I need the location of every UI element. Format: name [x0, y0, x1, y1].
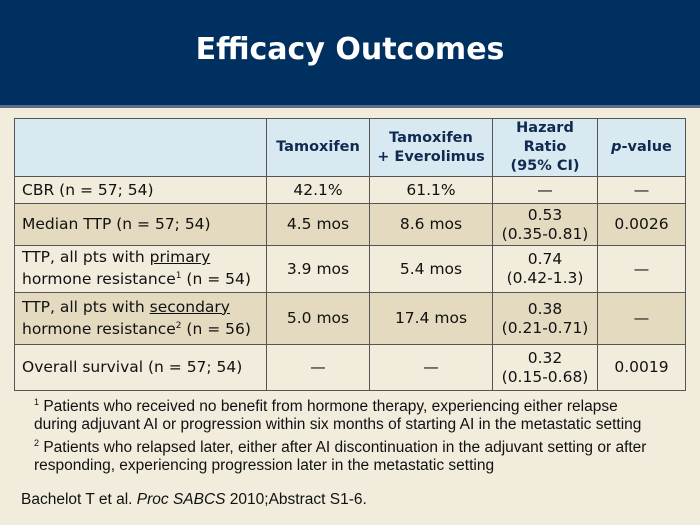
row-label: TTP, all pts with primary hormone resista…	[14, 245, 267, 293]
hr-value: 0.74	[527, 250, 563, 268]
cell-tamoxifen-everolimus: 8.6 mos	[369, 203, 493, 246]
citation-journal: Proc SABCS	[136, 491, 226, 508]
citation-authors: Bachelot T et al.	[21, 491, 137, 508]
label-text: TTP, all pts with	[22, 248, 150, 267]
label-underlined: primary	[149, 248, 211, 267]
citation: Bachelot T et al. Proc SABCS 2010;Abstra…	[21, 491, 367, 509]
cell-tamoxifen-everolimus: —	[369, 344, 493, 391]
hr-ci: (0.15-0.68)	[501, 367, 589, 386]
efficacy-table: Tamoxifen Tamoxifen + Everolimus Hazard Ra…	[14, 118, 686, 391]
cell-tamoxifen: 4.5 mos	[266, 203, 370, 246]
slide-title: Efficacy Outcomes	[195, 32, 505, 67]
header-tamoxifen-everolimus: Tamoxifen + Everolimus	[369, 118, 493, 177]
cell-tamoxifen-everolimus: 5.4 mos	[369, 245, 493, 293]
table-header-row: Tamoxifen Tamoxifen + Everolimus Hazard Ra…	[14, 118, 686, 177]
cell-tamoxifen: 3.9 mos	[266, 245, 370, 293]
footnote-2: 2 Patients who relapsed later, either af…	[34, 434, 654, 475]
cell-tamoxifen: 5.0 mos	[266, 292, 370, 345]
cell-p-value: —	[597, 176, 686, 204]
cell-tamoxifen: —	[266, 344, 370, 391]
row-label: TTP, all pts with secondary hormone resis…	[14, 292, 267, 345]
footnote-mark: 2	[175, 320, 182, 331]
footnote-mark: 2	[34, 438, 40, 449]
cell-p-value: 0.0019	[597, 344, 686, 391]
cell-hazard-ratio: 0.53 (0.35-0.81)	[492, 203, 598, 246]
hr-ci: (0.21-0.71)	[501, 318, 589, 337]
hr-value: 0.38	[527, 299, 563, 318]
hr-ci: (0.35-0.81)	[501, 224, 589, 243]
label-underlined: secondary	[149, 297, 230, 316]
label-text: TTP, all pts with	[22, 297, 150, 316]
label-text: (n = 54)	[181, 270, 251, 289]
row-label: Overall survival (n = 57; 54)	[14, 344, 267, 391]
label-text: hormone resistance	[22, 270, 176, 289]
cell-tamoxifen-everolimus: 61.1%	[369, 176, 493, 204]
title-bar: Efficacy Outcomes	[0, 0, 700, 108]
table-row: CBR (n = 57; 54) 42.1% 61.1% — —	[14, 176, 686, 204]
cell-tamoxifen-everolimus: 17.4 mos	[369, 292, 493, 345]
row-label: Median TTP (n = 57; 54)	[14, 203, 267, 246]
cell-hazard-ratio: —	[492, 176, 598, 204]
header-hazard-ratio: Hazard Ratio (95% CI)	[492, 118, 598, 177]
header-tamoxifen: Tamoxifen	[266, 118, 370, 177]
table-row: Overall survival (n = 57; 54) — — 0.32 (0…	[14, 344, 686, 391]
footnotes: 1 Patients who received no benefit from …	[34, 393, 654, 475]
hr-ci: (0.42-1.3)	[506, 269, 584, 287]
cell-tamoxifen: 42.1%	[266, 176, 370, 204]
cell-hazard-ratio: 0.74 (0.42-1.3)	[492, 245, 598, 293]
header-p-value: p-value	[597, 118, 686, 177]
footnote-1: 1 Patients who received no benefit from …	[34, 393, 654, 434]
row-label: CBR (n = 57; 54)	[14, 176, 267, 204]
cell-p-value: 0.0026	[597, 203, 686, 246]
hr-value: 0.53	[527, 205, 563, 224]
footnote-text: Patients who received no benefit from ho…	[34, 398, 642, 434]
cell-hazard-ratio: 0.38 (0.21-0.71)	[492, 292, 598, 345]
footnote-mark: 1	[175, 271, 182, 282]
cell-hazard-ratio: 0.32 (0.15-0.68)	[492, 344, 598, 391]
cell-p-value: —	[597, 245, 686, 293]
hr-value: 0.32	[527, 348, 563, 367]
footnote-mark: 1	[34, 397, 40, 407]
footnote-text: Patients who relapsed later, either afte…	[34, 439, 647, 475]
label-text: hormone resistance	[22, 320, 176, 339]
header-empty	[14, 118, 267, 177]
citation-details: 2010;Abstract S1-6.	[225, 491, 367, 508]
table-row: Median TTP (n = 57; 54) 4.5 mos 8.6 mos …	[14, 203, 686, 246]
cell-p-value: —	[597, 292, 686, 345]
table-row: TTP, all pts with secondary hormone resis…	[14, 292, 686, 345]
label-text: (n = 56)	[181, 320, 251, 339]
table-row: TTP, all pts with primary hormone resista…	[14, 245, 686, 293]
